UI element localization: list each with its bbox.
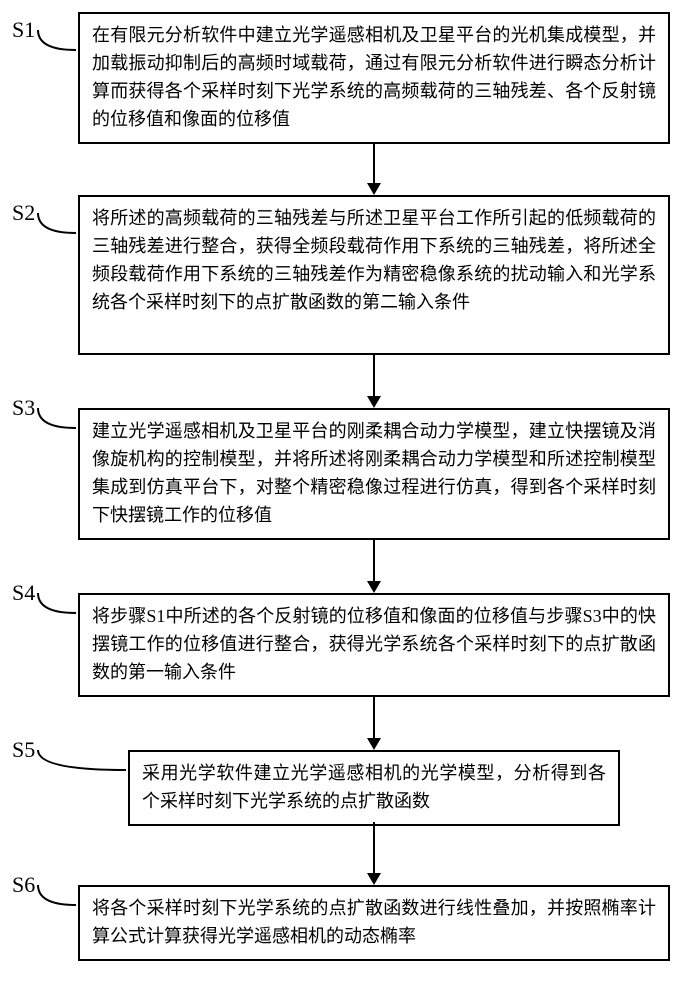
step-box-S2: 将所述的高频载荷的三轴残差与所述卫星平台工作所引起的低频载荷的三轴残差进行整合，… xyxy=(78,195,670,355)
arrow-line-3 xyxy=(373,695,375,738)
label-connector-S6 xyxy=(36,883,78,907)
arrow-head-3 xyxy=(367,738,381,750)
label-connector-S2 xyxy=(36,211,78,235)
flowchart-container: S1 在有限元分析软件中建立光学遥感相机及卫星平台的光机集成模型，并加载振动抑制后… xyxy=(0,0,697,1000)
step-label-S2: S2 xyxy=(12,200,35,226)
arrow-line-2 xyxy=(373,538,375,581)
step-label-S1: S1 xyxy=(12,17,35,43)
step-label-S4: S4 xyxy=(12,580,35,606)
label-connector-S3 xyxy=(36,406,78,430)
arrow-head-1 xyxy=(367,396,381,408)
label-connector-S1 xyxy=(36,28,78,52)
label-connector-S4 xyxy=(36,591,78,615)
step-box-S6: 将各个采样时刻下光学系统的点扩散函数进行线性叠加，并按照椭率计算公式计算获得光学… xyxy=(78,885,670,961)
arrow-head-4 xyxy=(367,873,381,885)
step-box-S1: 在有限元分析软件中建立光学遥感相机及卫星平台的光机集成模型，并加载振动抑制后的高… xyxy=(78,12,670,144)
step-box-S4: 将步骤S1中所述的各个反射镜的位移值和像面的位移值与步骤S3中的快摆镜工作的位移… xyxy=(78,593,670,697)
step-box-S5: 采用光学软件建立光学遥感相机的光学模型，分析得到各个采样时刻下光学系统的点扩散函… xyxy=(128,750,620,826)
step-label-S3: S3 xyxy=(12,395,35,421)
arrow-line-4 xyxy=(373,822,375,873)
arrow-head-0 xyxy=(367,183,381,195)
step-label-S5: S5 xyxy=(12,737,35,763)
arrow-head-2 xyxy=(367,581,381,593)
step-box-S3: 建立光学遥感相机及卫星平台的刚柔耦合动力学模型，建立快摆镜及消像旋机构的控制模型… xyxy=(78,408,670,540)
step-label-S6: S6 xyxy=(12,872,35,898)
arrow-line-1 xyxy=(373,355,375,396)
label-connector-S5 xyxy=(36,748,128,772)
arrow-line-0 xyxy=(373,142,375,183)
